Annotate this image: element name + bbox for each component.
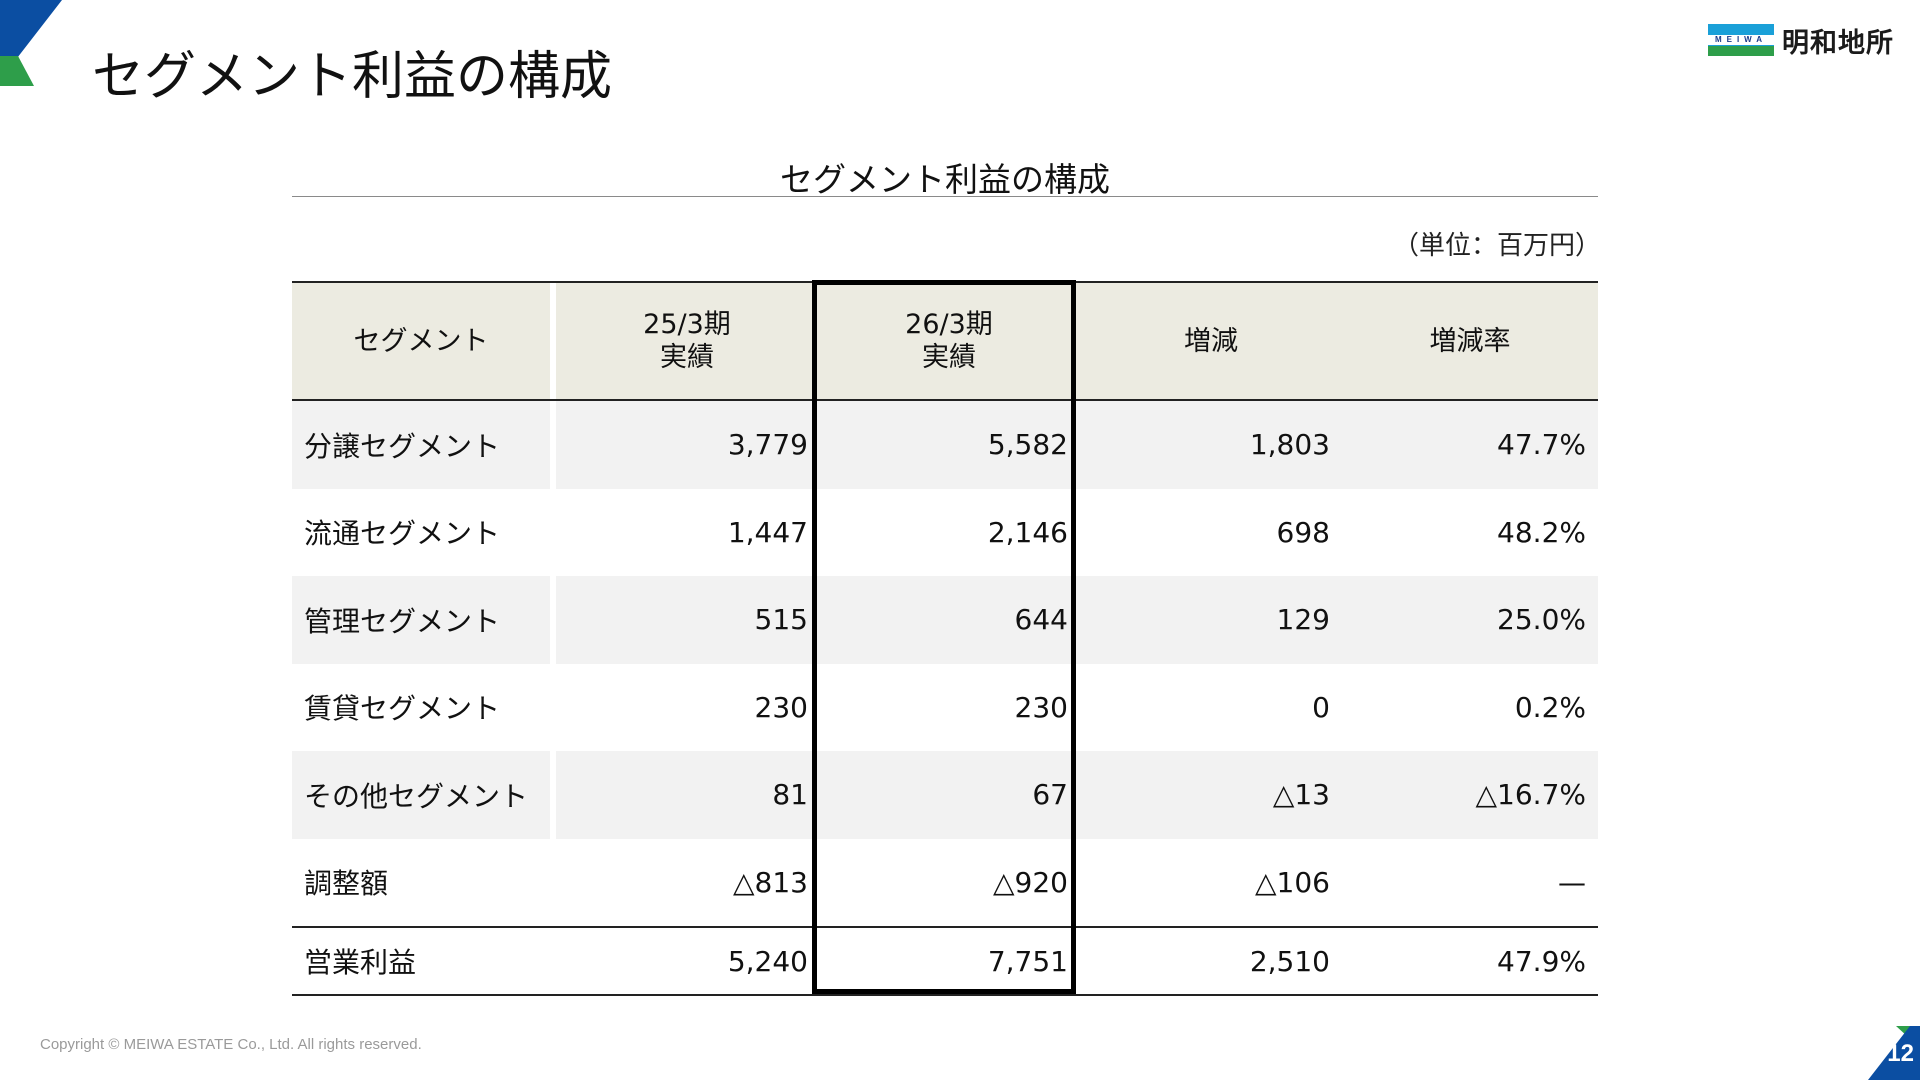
table-row: 管理セグメント 515 644 129 25.0%	[292, 576, 1598, 664]
header-fy25-period: 25/3期	[643, 309, 731, 340]
total-row: 営業利益 5,240 7,751 2,510 47.9%	[292, 928, 1598, 994]
header-cell-fy25: 25/3期 実績	[556, 283, 818, 399]
fy25-value-cell: 81	[556, 751, 818, 839]
page-number: 12	[1887, 1040, 1914, 1067]
total-row-top-rule	[292, 926, 1598, 928]
fy26-value-cell: 67	[818, 751, 1080, 839]
table-row: その他セグメント 81 67 △13 △16.7%	[292, 751, 1598, 839]
header-cell-change: 増減	[1080, 283, 1342, 399]
rate-value-cell: 47.7%	[1342, 401, 1598, 489]
total-change-cell: 2,510	[1080, 928, 1342, 994]
header-segment-label: セグメント	[353, 325, 489, 357]
table-header-rule	[292, 399, 1598, 401]
header-fy26-type: 実績	[921, 342, 976, 373]
fy25-value-cell: △813	[556, 838, 818, 926]
change-value-cell: 0	[1080, 663, 1342, 751]
table-header-row: セグメント 25/3期 実績 26/3期 実績 増減 増減率	[292, 283, 1598, 399]
table-title: セグメント利益の構成	[780, 160, 1110, 199]
fy26-value-cell: 2,146	[818, 488, 1080, 576]
change-value-cell: 1,803	[1080, 401, 1342, 489]
table-row: 分譲セグメント 3,779 5,582 1,803 47.7%	[292, 401, 1598, 489]
logo-band-green	[1708, 46, 1774, 56]
change-value-cell: 129	[1080, 576, 1342, 664]
header-cell-rate: 増減率	[1342, 283, 1598, 399]
corner-green-triangle	[0, 56, 34, 86]
table-row: 流通セグメント 1,447 2,146 698 48.2%	[292, 488, 1598, 576]
fy26-value-cell: 644	[818, 576, 1080, 664]
table-title-rule	[292, 196, 1598, 197]
page-title: セグメント利益の構成	[92, 46, 613, 107]
unit-note: （単位：百万円）	[1392, 231, 1601, 261]
header-fy25-type: 実績	[659, 342, 714, 373]
logo-band-blue	[1708, 24, 1774, 34]
header-cell-fy26: 26/3期 実績	[818, 283, 1080, 399]
total-label-cell: 営業利益	[292, 928, 550, 994]
logo-company-name: 明和地所	[1782, 27, 1894, 59]
corner-decoration-bottom-right	[1868, 1026, 1920, 1080]
copyright-notice: Copyright © MEIWA ESTATE Co., Ltd. All r…	[40, 1036, 422, 1053]
corner-decoration-top-left	[0, 0, 62, 86]
rate-value-cell: 48.2%	[1342, 488, 1598, 576]
total-fy26-cell: 7,751	[818, 928, 1080, 994]
corner-br-blue-shape	[1868, 1026, 1920, 1080]
header-fy26-period: 26/3期	[905, 309, 993, 340]
corner-blue-triangle	[0, 0, 62, 62]
fy25-value-cell: 3,779	[556, 401, 818, 489]
table-row: 調整額 △813 △920 △106 —	[292, 838, 1598, 926]
segment-profit-table: セグメント 25/3期 実績 26/3期 実績 増減 増減率	[292, 281, 1598, 996]
fy26-value-cell: 230	[818, 663, 1080, 751]
fy25-value-cell: 230	[556, 663, 818, 751]
total-fy25-cell: 5,240	[556, 928, 818, 994]
rate-value-cell: 25.0%	[1342, 576, 1598, 664]
rate-value-cell: 0.2%	[1342, 663, 1598, 751]
rate-value-cell: △16.7%	[1342, 751, 1598, 839]
logo-mark-text: MEIWA	[1708, 34, 1774, 46]
logo-mark-icon: MEIWA	[1708, 24, 1774, 56]
segment-name-cell: 調整額	[292, 838, 550, 926]
segment-name-cell: その他セグメント	[292, 751, 550, 839]
total-rate-cell: 47.9%	[1342, 928, 1598, 994]
header-rate-label: 増減率	[1429, 325, 1511, 357]
fy25-value-cell: 515	[556, 576, 818, 664]
segment-name-cell: 分譲セグメント	[292, 401, 550, 489]
company-logo: MEIWA 明和地所	[1708, 24, 1894, 59]
fy26-value-cell: △920	[818, 838, 1080, 926]
fy25-value-cell: 1,447	[556, 488, 818, 576]
segment-name-cell: 賃貸セグメント	[292, 663, 550, 751]
fy26-value-cell: 5,582	[818, 401, 1080, 489]
header-cell-segment: セグメント	[292, 283, 550, 399]
segment-name-cell: 流通セグメント	[292, 488, 550, 576]
change-value-cell: △13	[1080, 751, 1342, 839]
change-value-cell: △106	[1080, 838, 1342, 926]
segment-name-cell: 管理セグメント	[292, 576, 550, 664]
rate-value-cell: —	[1342, 838, 1598, 926]
header-change-label: 増減	[1184, 325, 1238, 357]
table-row: 賃貸セグメント 230 230 0 0.2%	[292, 663, 1598, 751]
table-bottom-rule	[292, 994, 1598, 996]
change-value-cell: 698	[1080, 488, 1342, 576]
